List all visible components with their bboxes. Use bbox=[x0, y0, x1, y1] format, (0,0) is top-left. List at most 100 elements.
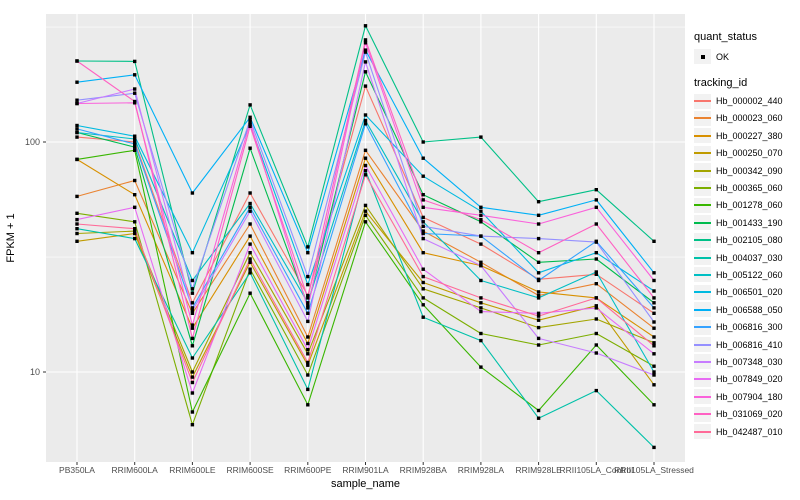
legend-item-Hb_006588_050: Hb_006588_050 bbox=[694, 301, 798, 318]
x-tick-label: RRIM901LA bbox=[342, 465, 389, 475]
data-point bbox=[248, 115, 252, 119]
data-point bbox=[75, 239, 79, 243]
data-point bbox=[594, 306, 598, 310]
series-color-key-icon bbox=[694, 302, 711, 318]
x-tick-label: RRII105LA_Control bbox=[559, 465, 633, 475]
data-point bbox=[536, 278, 541, 283]
legend-title-tracking-id: tracking_id bbox=[694, 77, 748, 90]
data-point bbox=[536, 416, 541, 420]
data-point bbox=[190, 370, 195, 374]
data-point bbox=[306, 363, 310, 367]
x-tick-label: RRIM600LE bbox=[169, 465, 216, 475]
data-point bbox=[248, 251, 252, 255]
data-point bbox=[536, 236, 541, 241]
legend-item-label: Hb_004037_030 bbox=[716, 252, 783, 263]
data-point bbox=[133, 73, 137, 77]
data-point bbox=[479, 278, 483, 283]
data-point bbox=[133, 137, 137, 141]
data-point bbox=[306, 348, 310, 352]
series-color-key-icon bbox=[694, 163, 711, 179]
data-point bbox=[594, 251, 598, 255]
data-point bbox=[479, 234, 483, 238]
data-point bbox=[248, 267, 252, 271]
legend-item-Hb_000227_380: Hb_000227_380 bbox=[694, 127, 798, 144]
data-point bbox=[363, 148, 368, 152]
series-color-key-icon bbox=[694, 389, 711, 405]
legend-item-Hb_000250_070: Hb_000250_070 bbox=[694, 145, 798, 162]
data-point bbox=[190, 344, 195, 348]
legend-item-ok-label: OK bbox=[716, 51, 730, 62]
data-point bbox=[363, 48, 368, 52]
series-color-key-icon bbox=[694, 354, 711, 370]
x-tick-label: RRIM928LE bbox=[515, 465, 562, 475]
data-point bbox=[190, 423, 195, 427]
data-point bbox=[536, 222, 541, 226]
legend-item-label: Hb_000342_090 bbox=[716, 165, 783, 176]
data-point bbox=[594, 282, 598, 286]
data-point bbox=[133, 229, 137, 233]
series-color-key-icon bbox=[694, 110, 711, 126]
data-point bbox=[75, 127, 79, 131]
legend: quant_status OK tracking_id Hb_000002_44… bbox=[694, 31, 798, 440]
data-point bbox=[133, 205, 137, 209]
data-point bbox=[133, 99, 137, 104]
data-point bbox=[248, 222, 252, 226]
data-point bbox=[363, 50, 368, 54]
data-point bbox=[479, 331, 483, 336]
data-point bbox=[75, 217, 79, 222]
legend-item-Hb_006816_410: Hb_006816_410 bbox=[694, 336, 798, 353]
data-point bbox=[75, 231, 79, 236]
legend-item-label: Hb_000227_380 bbox=[716, 130, 783, 141]
data-point bbox=[479, 213, 483, 217]
data-point bbox=[421, 193, 425, 197]
data-point bbox=[133, 87, 137, 91]
legend-item-label: Hb_000023_060 bbox=[716, 113, 783, 124]
data-point bbox=[190, 291, 195, 295]
ok-point-key-icon bbox=[694, 49, 711, 65]
data-point bbox=[133, 145, 137, 149]
data-point bbox=[75, 130, 79, 135]
data-point bbox=[248, 124, 252, 128]
series-color-key-icon bbox=[694, 128, 711, 144]
legend-item-Hb_000342_090: Hb_000342_090 bbox=[694, 162, 798, 179]
series-color-key-icon bbox=[694, 145, 711, 161]
data-point bbox=[248, 271, 252, 275]
data-point bbox=[652, 352, 656, 356]
data-point bbox=[133, 178, 137, 183]
data-point bbox=[421, 229, 425, 233]
data-point bbox=[594, 272, 598, 276]
legend-item-label: Hb_005122_060 bbox=[716, 269, 783, 280]
data-point bbox=[536, 343, 541, 347]
data-point bbox=[306, 373, 310, 377]
data-point bbox=[479, 205, 483, 209]
data-point bbox=[190, 375, 195, 379]
data-point bbox=[421, 287, 425, 291]
data-point bbox=[363, 113, 368, 117]
data-point bbox=[652, 289, 656, 293]
data-point bbox=[421, 224, 425, 228]
data-point bbox=[421, 205, 425, 209]
data-point bbox=[248, 103, 252, 107]
data-point bbox=[652, 296, 656, 300]
data-point bbox=[479, 301, 483, 305]
data-point bbox=[248, 209, 252, 213]
data-point bbox=[652, 306, 656, 310]
series-color-key-icon bbox=[694, 197, 711, 213]
data-point bbox=[421, 251, 425, 255]
data-point bbox=[363, 118, 368, 123]
legend-item-label: Hb_006816_300 bbox=[716, 322, 783, 333]
series-color-key-icon bbox=[694, 319, 711, 335]
data-point bbox=[652, 335, 656, 339]
data-point bbox=[421, 231, 425, 236]
series-color-key-icon bbox=[694, 215, 711, 231]
data-point bbox=[652, 341, 656, 345]
data-point bbox=[536, 311, 541, 315]
data-point bbox=[75, 157, 79, 162]
data-point bbox=[75, 211, 79, 215]
data-point bbox=[421, 236, 425, 241]
data-point bbox=[421, 296, 425, 300]
series-color-key-icon bbox=[694, 267, 711, 283]
data-point bbox=[479, 296, 483, 300]
data-point bbox=[306, 360, 310, 365]
data-point bbox=[306, 251, 310, 255]
